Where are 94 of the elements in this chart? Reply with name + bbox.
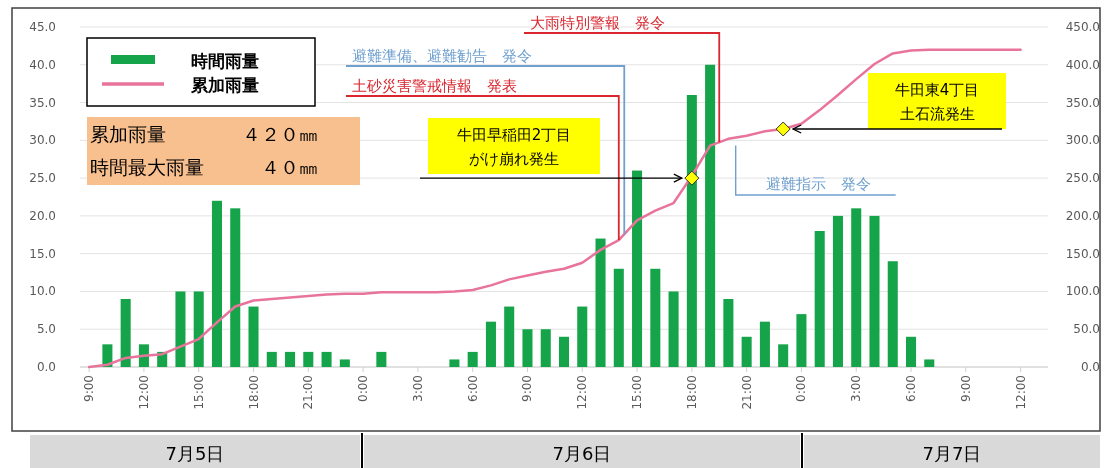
bar: [613, 268, 624, 367]
bar: [467, 351, 478, 367]
bar: [485, 321, 496, 367]
y-tick-label: 35.0: [29, 95, 56, 110]
legend-label: 時間雨量: [191, 51, 259, 71]
bar: [668, 291, 679, 367]
x-tick-label: 12:00: [136, 375, 151, 410]
bar: [303, 351, 314, 367]
bar: [577, 306, 588, 367]
bar: [778, 344, 789, 367]
callout: 牛田東4丁目土石流発生: [868, 73, 1006, 129]
bar: [796, 314, 807, 367]
x-tick-label: 18:00: [246, 375, 261, 410]
x-tick-label: 0:00: [794, 375, 809, 402]
bar: [869, 215, 880, 367]
bar: [211, 200, 222, 367]
x-tick-label: 3:00: [410, 375, 425, 402]
bar: [887, 261, 898, 367]
y2-tick-label: 300.0: [1065, 133, 1100, 148]
bar: [266, 351, 277, 367]
y2-tick-label: 100.0: [1065, 284, 1100, 299]
callout: 牛田早稲田2丁目がけ崩れ発生: [428, 118, 600, 174]
x-tick-label: 0:00: [356, 375, 371, 402]
bar: [723, 299, 734, 367]
x-tick-label: 18:00: [684, 375, 699, 410]
ref-line-label: 避難準備、避難勧告 発令: [352, 47, 532, 65]
x-tick-label: 12:00: [575, 375, 590, 410]
x-tick-label: 15:00: [191, 375, 206, 410]
y2-tick-label: 200.0: [1065, 208, 1100, 223]
line-series: [87, 48, 1022, 369]
bar: [376, 351, 387, 367]
x-tick-label: 21:00: [301, 375, 316, 410]
x-tick-label: 12:00: [1013, 375, 1028, 410]
y-tick-label: 40.0: [29, 57, 56, 72]
bar: [449, 359, 460, 367]
bar: [230, 208, 241, 367]
ref-line-label: 大雨特別警報 発令: [530, 14, 665, 32]
annotation: 牛田早稲田2丁目がけ崩れ発生: [456, 126, 572, 168]
bar: [193, 291, 204, 367]
bar: [759, 321, 770, 367]
x-tick-label: 9:00: [520, 375, 535, 402]
bar: [906, 336, 917, 367]
ref-line: 避難指示 発令: [734, 144, 897, 196]
bar: [504, 306, 515, 367]
annotation: 時間最大雨量 ４０㎜: [90, 156, 318, 178]
x-tick-label: 6:00: [465, 375, 480, 402]
bar: [339, 359, 350, 367]
y-tick-label: 5.0: [36, 322, 56, 337]
text: 7月5日: [165, 443, 225, 464]
y-tick-label: 0.0: [36, 360, 56, 374]
y-tick-label: 10.0: [29, 284, 56, 299]
y2-tick-label: 350.0: [1065, 95, 1100, 110]
ref-line-label: 土砂災害警戒情報 発表: [352, 77, 517, 95]
bar: [650, 268, 661, 367]
x-tick-label: 3:00: [849, 375, 864, 402]
bar: [175, 291, 186, 367]
x-tick-label: 21:00: [739, 375, 754, 410]
annotation: 累加雨量 ４２０㎜: [90, 123, 318, 145]
y-tick-label: 20.0: [29, 208, 56, 223]
bar: [705, 64, 716, 367]
text: 7月7日: [922, 443, 982, 464]
bar: [632, 170, 643, 367]
y2-tick-label: 250.0: [1065, 171, 1100, 186]
bar: [285, 351, 296, 367]
y-tick-label: 45.0: [29, 20, 56, 34]
x-tick-label: 6:00: [904, 375, 919, 402]
bar: [851, 208, 862, 367]
bar: [924, 359, 935, 367]
bar: [522, 329, 533, 367]
text: 7月6日: [552, 443, 612, 464]
y2-tick-label: 450.0: [1065, 20, 1100, 34]
y-tick-label: 15.0: [29, 246, 56, 261]
y2-tick-label: 0.0: [1080, 360, 1100, 374]
x-tick-label: 15:00: [630, 375, 645, 410]
bar: [120, 299, 131, 367]
y-tick-label: 25.0: [29, 171, 56, 186]
bar: [832, 215, 843, 367]
x-tick-label: 9:00: [958, 375, 973, 402]
legend-label: 累加雨量: [190, 75, 259, 95]
x-tick-label: 9:00: [82, 375, 97, 402]
y2-tick-label: 50.0: [1073, 322, 1100, 337]
ref-line-label: 避難指示 発令: [765, 175, 871, 193]
bar: [540, 329, 551, 367]
bar: [814, 231, 825, 367]
y2-tick-label: 150.0: [1065, 246, 1100, 261]
bar: [686, 95, 697, 367]
bar: [558, 336, 570, 367]
bar: [741, 336, 752, 367]
y2-tick-label: 400.0: [1065, 57, 1100, 72]
bar: [595, 238, 606, 367]
annotation: 牛田東4丁目土石流発生: [894, 81, 980, 123]
bar: [321, 351, 332, 367]
y-tick-label: 30.0: [29, 133, 56, 148]
bar: [248, 306, 259, 367]
